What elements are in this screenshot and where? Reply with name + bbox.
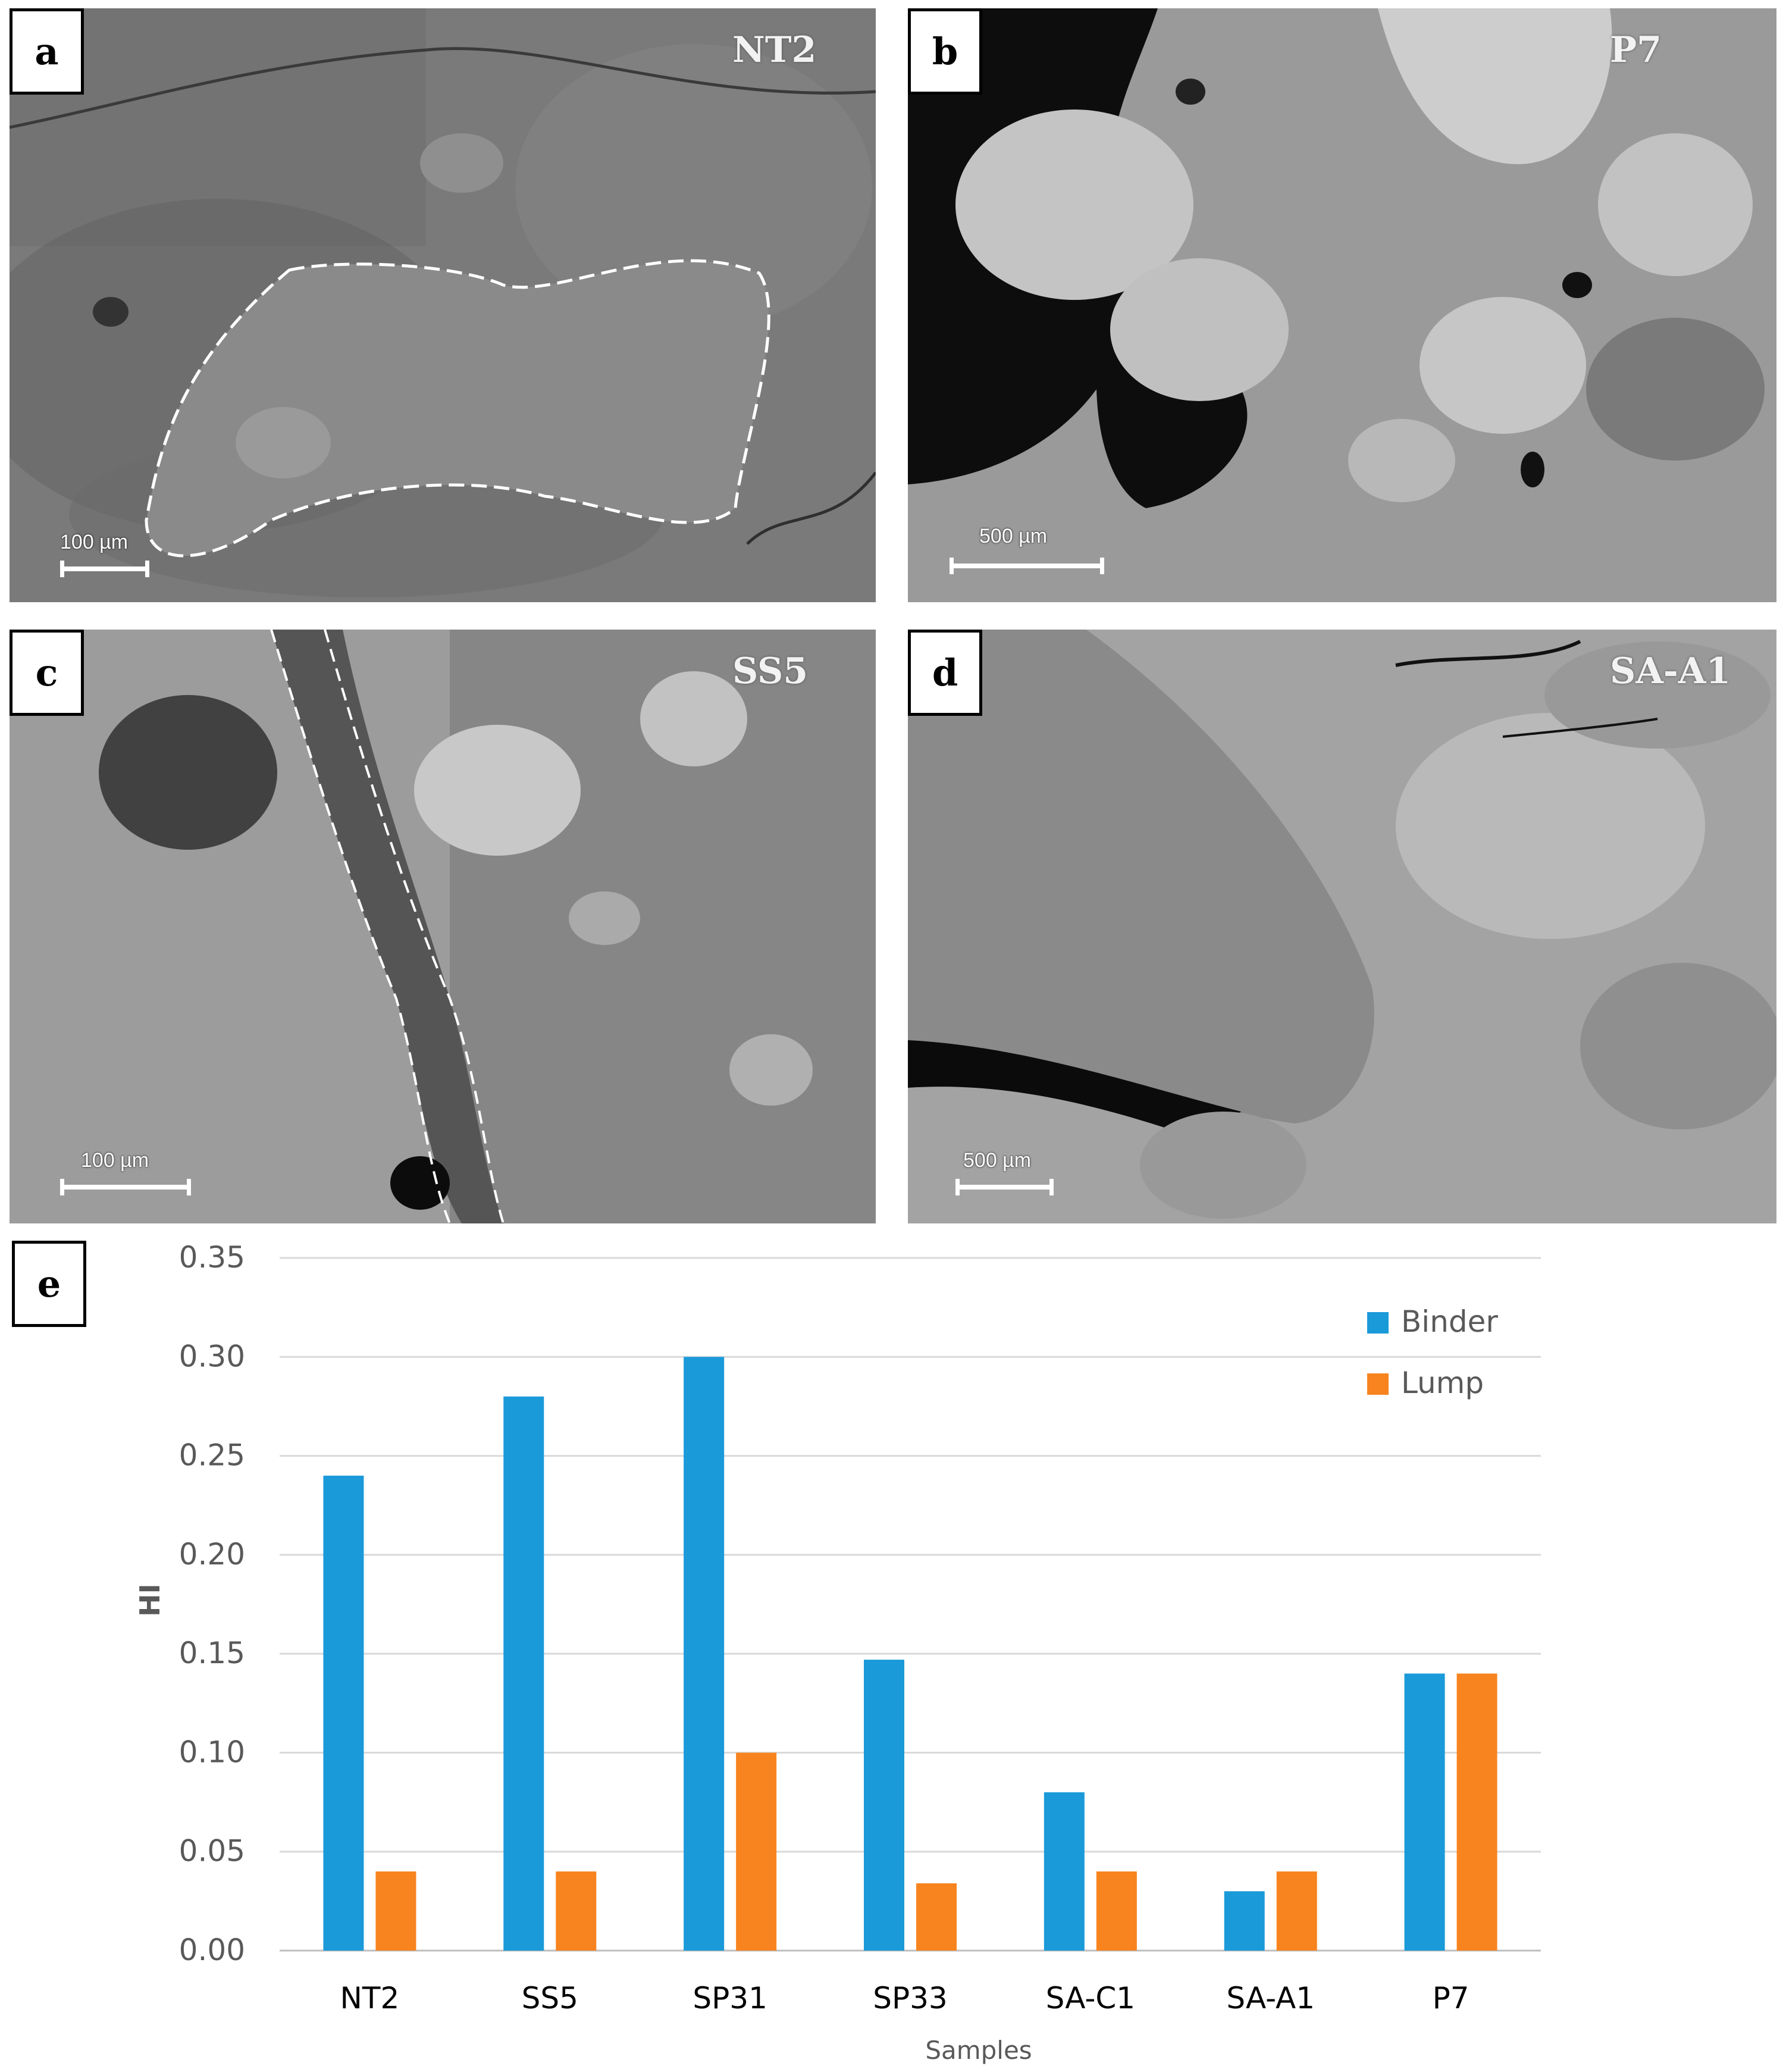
panel-letter-d: d (908, 630, 982, 716)
panel-letter-c: c (10, 630, 84, 716)
x-tick-label: SP31 (693, 1981, 767, 2015)
bar-lump-p7 (1456, 1673, 1497, 1951)
sem-panel-b: b P7 500 µm (908, 8, 1776, 602)
bar-binder-sp33 (864, 1660, 904, 1951)
legend-swatch-binder (1367, 1312, 1389, 1334)
x-tick-label: P7 (1433, 1981, 1469, 2015)
sample-label-p7: P7 (1610, 29, 1662, 71)
bar-lump-sa-a1 (1276, 1871, 1317, 1951)
sem-panel-a: a NT2 100 µm (10, 8, 876, 602)
x-tick-label: SS5 (522, 1981, 578, 2015)
sem-image-a (10, 8, 876, 602)
x-tick-label: NT2 (340, 1981, 400, 2015)
chart-panel-e: e 0.00 0.05 0.10 0.15 0.20 0.25 0.30 0.35 NT2 SS… (0, 1226, 1786, 2072)
legend-swatch-lump (1367, 1373, 1389, 1395)
y-tick-label: 0.20 (179, 1537, 245, 1572)
y-tick-label: 0.10 (179, 1735, 245, 1769)
x-tick-label: SA-C1 (1046, 1981, 1136, 2015)
x-axis-label: Samples (925, 2036, 1032, 2065)
sample-label-nt2: NT2 (732, 29, 817, 71)
sem-image-b (908, 8, 1776, 602)
sample-label-sa-a1: SA-A1 (1610, 650, 1731, 692)
y-tick-label: 0.30 (179, 1339, 245, 1373)
scale-bar-c (60, 1179, 191, 1195)
scale-bar-a (60, 561, 149, 577)
bars (323, 1357, 1497, 1951)
bar-lump-sp31 (736, 1752, 777, 1951)
bar-binder-ss5 (503, 1396, 544, 1951)
x-tick-label: SA-A1 (1226, 1981, 1315, 2015)
bar-binder-sp31 (684, 1357, 725, 1951)
panel-letter-b: b (908, 8, 982, 95)
y-tick-label: 0.00 (179, 1933, 245, 1967)
bar-binder-nt2 (323, 1475, 364, 1951)
legend: Binder Lump (1367, 1304, 1498, 1400)
panel-letter-e: e (12, 1241, 86, 1327)
y-tick-label: 0.25 (179, 1438, 245, 1473)
bar-binder-sa-a1 (1224, 1891, 1265, 1951)
panel-letter-a: a (10, 8, 84, 95)
sem-panel-d: d SA-A1 500 µm (908, 630, 1776, 1223)
bar-lump-sp33 (916, 1883, 957, 1951)
bar-lump-sa-c1 (1096, 1871, 1137, 1951)
legend-label-binder: Binder (1401, 1304, 1498, 1339)
scale-bar-b (950, 558, 1104, 574)
bar-lump-nt2 (375, 1871, 416, 1951)
scale-label-c: 100 µm (81, 1149, 149, 1172)
x-tick-labels: NT2 SS5 SP31 SP33 SA-C1 SA-A1 P7 (340, 1981, 1469, 2015)
hi-bar-chart: 0.00 0.05 0.10 0.15 0.20 0.25 0.30 0.35 NT2 SS5 S… (134, 1240, 1541, 2065)
x-tick-label: SP33 (873, 1981, 948, 2015)
scale-label-a: 100 µm (60, 531, 129, 553)
y-tick-label: 0.15 (179, 1636, 245, 1670)
scale-label-d: 500 µm (963, 1149, 1032, 1172)
sem-image-c (10, 630, 876, 1223)
sem-panel-c: c SS5 100 µm (10, 630, 876, 1223)
bar-lump-ss5 (556, 1871, 597, 1951)
y-axis-label: HI (134, 1583, 166, 1617)
legend-label-lump: Lump (1401, 1366, 1484, 1400)
bar-binder-sa-c1 (1044, 1792, 1085, 1951)
y-tick-label: 0.35 (179, 1240, 245, 1275)
scale-bar-d (955, 1179, 1054, 1195)
sem-image-d (908, 630, 1776, 1223)
sample-label-ss5: SS5 (732, 650, 809, 692)
y-tick-labels: 0.00 0.05 0.10 0.15 0.20 0.25 0.30 0.35 (179, 1240, 245, 1967)
bar-binder-p7 (1404, 1673, 1445, 1951)
y-tick-label: 0.05 (179, 1834, 245, 1868)
scale-label-b: 500 µm (979, 525, 1048, 547)
gridlines (280, 1257, 1541, 1952)
